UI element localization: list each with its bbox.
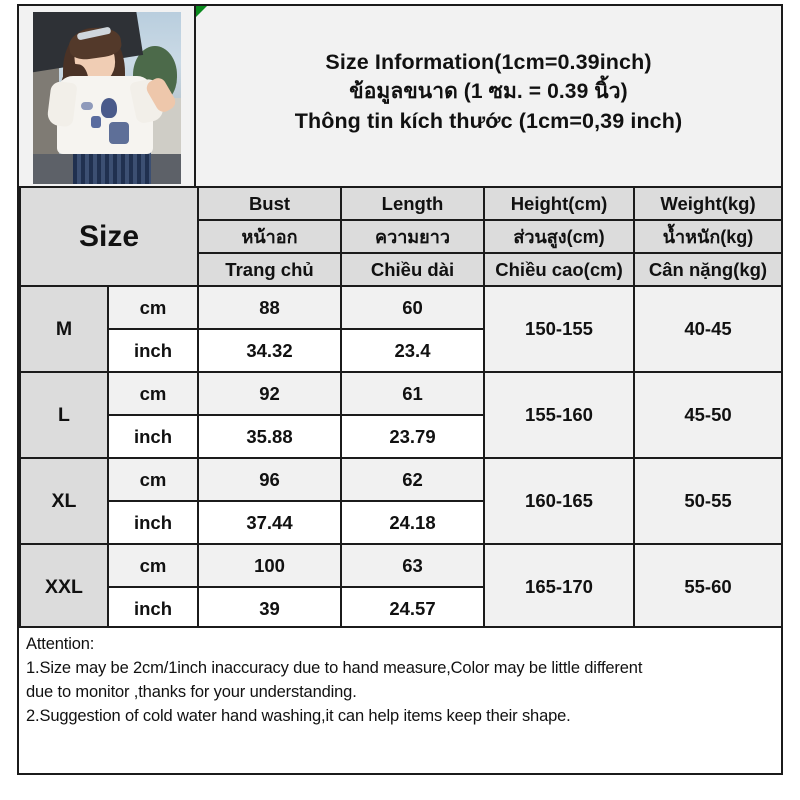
unit-inch-xxl: inch [107,586,199,631]
unit-inch-xl: inch [107,500,199,545]
unit-cm-m: cm [107,285,199,330]
title-cell: Size Information(1cm=0.39inch) ข้อมูลขนา… [196,6,781,186]
length-inch-xxl: 24.57 [340,586,485,631]
weight-l: 45-50 [633,371,783,459]
size-label-xxl: XXL [19,543,109,631]
header-length-vi: Chiều dài [340,252,485,287]
table-row: XXL cm 100 63 165-170 55-60 [19,543,783,631]
attention-line-1: 1.Size may be 2cm/1inch inaccuracy due t… [26,659,643,678]
size-label-m: M [19,285,109,373]
size-header-cell: Size [19,186,199,287]
title-vietnamese: Thông tin kích thước (1cm=0,39 inch) [294,108,683,133]
height-l: 155-160 [483,371,635,459]
attention-block: Attention: 1.Size may be 2cm/1inch inacc… [19,626,781,773]
size-label-xl: XL [19,457,109,545]
photo-tshirt-print-1 [100,98,117,118]
photo-tshirt-print-3 [108,122,129,144]
table-row: inch 39 24.57 [20,586,782,631]
green-corner-flag-icon [196,6,207,17]
bust-inch-xl: 37.44 [197,500,342,545]
photo-tshirt-print-4 [80,102,93,110]
length-inch-m: 23.4 [340,328,485,373]
product-photo-cell [19,6,196,186]
bust-inch-m: 34.32 [197,328,342,373]
header-height-en: Height(cm) [483,186,635,221]
table-row: inch 35.88 23.79 [20,414,782,459]
bust-inch-xxl: 39 [197,586,342,631]
bust-cm-xl: 96 [197,457,342,502]
header-bust-en: Bust [197,186,342,221]
unit-cm-xxl: cm [107,543,199,588]
table-row: L cm 92 61 155-160 45-50 [19,371,783,459]
attention-line-3: 2.Suggestion of cold water hand washing,… [26,707,571,726]
attention-heading: Attention: [26,635,95,653]
table-row: XL cm 96 62 160-165 50-55 [19,457,783,545]
product-photo [32,12,181,184]
table-row: inch 34.32 23.4 [20,328,782,373]
length-cm-l: 61 [340,371,485,416]
bust-cm-m: 88 [197,285,342,330]
weight-xl: 50-55 [633,457,783,545]
length-cm-xl: 62 [340,457,485,502]
header-bust-vi: Trang chủ [197,252,342,287]
attention-line-2: due to monitor ,thanks for your understa… [26,683,357,702]
unit-cm-l: cm [107,371,199,416]
height-m: 150-155 [483,285,635,373]
table-row: inch 37.44 24.18 [20,500,782,545]
height-xxl: 165-170 [483,543,635,631]
height-xl: 160-165 [483,457,635,545]
unit-inch-m: inch [107,328,199,373]
weight-xxl: 55-60 [633,543,783,631]
length-cm-xxl: 63 [340,543,485,588]
table-row: M cm 88 60 150-155 40-45 [19,285,783,373]
length-cm-m: 60 [340,285,485,330]
unit-inch-l: inch [107,414,199,459]
header-height-th: ส่วนสูง(cm) [483,219,635,254]
header-weight-vi: Cân nặng(kg) [633,252,783,287]
photo-tshirt-print-2 [90,116,101,128]
header-weight-en: Weight(kg) [633,186,783,221]
bust-cm-l: 92 [197,371,342,416]
bust-cm-xxl: 100 [197,543,342,588]
weight-m: 40-45 [633,285,783,373]
title-english: Size Information(1cm=0.39inch) [325,50,652,74]
header-height-vi: Chiều cao(cm) [483,252,635,287]
header-weight-th: น้ำหนัก(kg) [633,219,783,254]
size-table: Size Bust Length Height(cm) Weight(kg) ห… [19,186,783,631]
unit-cm-xl: cm [107,457,199,502]
bust-inch-l: 35.88 [197,414,342,459]
header-length-en: Length [340,186,485,221]
length-inch-l: 23.79 [340,414,485,459]
header-bust-th: หน้าอก [197,219,342,254]
photo-tshirt-left-sleeve [45,80,78,128]
photo-model-skirt [72,148,151,184]
header-band: Size Information(1cm=0.39inch) ข้อมูลขนา… [19,6,781,186]
header-length-th: ความยาว [340,219,485,254]
table-header-row-en: Size Bust Length Height(cm) Weight(kg) [19,186,783,287]
table-header-row-vi: Trang chủ Chiều dài Chiều cao(cm) Cân nặ… [20,252,783,287]
size-label-l: L [19,371,109,459]
table-header-row-th: หน้าอก ความยาว ส่วนสูง(cm) น้ำหนัก(kg) [20,219,783,254]
length-inch-xl: 24.18 [340,500,485,545]
title-thai: ข้อมูลขนาด (1 ซม. = 0.39 นิ้ว) [349,79,628,103]
